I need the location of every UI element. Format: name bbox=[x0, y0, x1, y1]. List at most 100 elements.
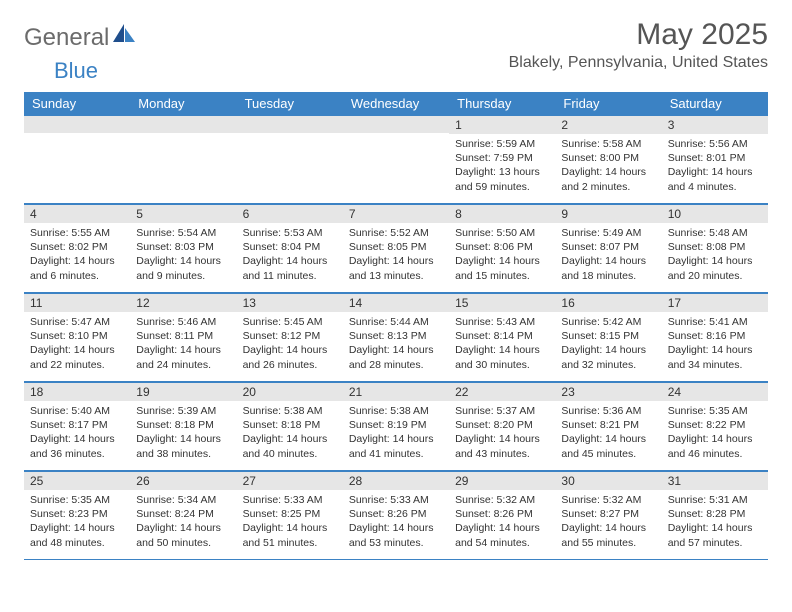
dayhead-thursday: Thursday bbox=[449, 92, 555, 115]
logo-text-blue: Blue bbox=[54, 58, 98, 84]
day-details: Sunrise: 5:38 AMSunset: 8:18 PMDaylight:… bbox=[237, 401, 343, 467]
day-details: Sunrise: 5:53 AMSunset: 8:04 PMDaylight:… bbox=[237, 223, 343, 289]
day-details: Sunrise: 5:41 AMSunset: 8:16 PMDaylight:… bbox=[662, 312, 768, 378]
calendar-cell: 20Sunrise: 5:38 AMSunset: 8:18 PMDayligh… bbox=[237, 382, 343, 470]
day-number: 11 bbox=[24, 293, 130, 312]
day-details: Sunrise: 5:38 AMSunset: 8:19 PMDaylight:… bbox=[343, 401, 449, 467]
day-number: 29 bbox=[449, 471, 555, 490]
day-number: 13 bbox=[237, 293, 343, 312]
day-number: 2 bbox=[555, 115, 661, 134]
daylight-text: Daylight: 14 hours and 48 minutes. bbox=[30, 521, 124, 549]
calendar-cell: 22Sunrise: 5:37 AMSunset: 8:20 PMDayligh… bbox=[449, 382, 555, 470]
day-number bbox=[130, 115, 236, 133]
day-number: 28 bbox=[343, 471, 449, 490]
calendar-cell: 27Sunrise: 5:33 AMSunset: 8:25 PMDayligh… bbox=[237, 471, 343, 559]
calendar-cell bbox=[237, 115, 343, 203]
day-details: Sunrise: 5:35 AMSunset: 8:23 PMDaylight:… bbox=[24, 490, 130, 556]
calendar-header-row: Sunday Monday Tuesday Wednesday Thursday… bbox=[24, 92, 768, 115]
daylight-text: Daylight: 14 hours and 30 minutes. bbox=[455, 343, 549, 371]
day-details: Sunrise: 5:59 AMSunset: 7:59 PMDaylight:… bbox=[449, 134, 555, 200]
sunrise-text: Sunrise: 5:49 AM bbox=[561, 226, 655, 240]
sunrise-text: Sunrise: 5:35 AM bbox=[668, 404, 762, 418]
calendar-cell: 24Sunrise: 5:35 AMSunset: 8:22 PMDayligh… bbox=[662, 382, 768, 470]
sunset-text: Sunset: 8:01 PM bbox=[668, 151, 762, 165]
dayhead-wednesday: Wednesday bbox=[343, 92, 449, 115]
day-number: 15 bbox=[449, 293, 555, 312]
calendar-cell: 25Sunrise: 5:35 AMSunset: 8:23 PMDayligh… bbox=[24, 471, 130, 559]
daylight-text: Daylight: 14 hours and 41 minutes. bbox=[349, 432, 443, 460]
sunset-text: Sunset: 8:25 PM bbox=[243, 507, 337, 521]
day-number: 27 bbox=[237, 471, 343, 490]
sunrise-text: Sunrise: 5:53 AM bbox=[243, 226, 337, 240]
calendar-cell: 26Sunrise: 5:34 AMSunset: 8:24 PMDayligh… bbox=[130, 471, 236, 559]
day-number: 10 bbox=[662, 204, 768, 223]
calendar-cell: 11Sunrise: 5:47 AMSunset: 8:10 PMDayligh… bbox=[24, 293, 130, 381]
daylight-text: Daylight: 14 hours and 40 minutes. bbox=[243, 432, 337, 460]
sunrise-text: Sunrise: 5:32 AM bbox=[561, 493, 655, 507]
daylight-text: Daylight: 14 hours and 43 minutes. bbox=[455, 432, 549, 460]
sunset-text: Sunset: 8:13 PM bbox=[349, 329, 443, 343]
sunrise-text: Sunrise: 5:36 AM bbox=[561, 404, 655, 418]
day-details: Sunrise: 5:49 AMSunset: 8:07 PMDaylight:… bbox=[555, 223, 661, 289]
day-number: 1 bbox=[449, 115, 555, 134]
daylight-text: Daylight: 14 hours and 28 minutes. bbox=[349, 343, 443, 371]
sunrise-text: Sunrise: 5:32 AM bbox=[455, 493, 549, 507]
sunrise-text: Sunrise: 5:56 AM bbox=[668, 137, 762, 151]
sunrise-text: Sunrise: 5:38 AM bbox=[243, 404, 337, 418]
day-number: 26 bbox=[130, 471, 236, 490]
calendar: Sunday Monday Tuesday Wednesday Thursday… bbox=[24, 92, 768, 560]
sunrise-text: Sunrise: 5:54 AM bbox=[136, 226, 230, 240]
sunset-text: Sunset: 8:24 PM bbox=[136, 507, 230, 521]
day-number: 7 bbox=[343, 204, 449, 223]
day-details: Sunrise: 5:31 AMSunset: 8:28 PMDaylight:… bbox=[662, 490, 768, 556]
calendar-cell: 1Sunrise: 5:59 AMSunset: 7:59 PMDaylight… bbox=[449, 115, 555, 203]
sunrise-text: Sunrise: 5:55 AM bbox=[30, 226, 124, 240]
sunrise-text: Sunrise: 5:38 AM bbox=[349, 404, 443, 418]
daylight-text: Daylight: 14 hours and 2 minutes. bbox=[561, 165, 655, 193]
day-details: Sunrise: 5:55 AMSunset: 8:02 PMDaylight:… bbox=[24, 223, 130, 289]
day-details: Sunrise: 5:56 AMSunset: 8:01 PMDaylight:… bbox=[662, 134, 768, 200]
day-number: 21 bbox=[343, 382, 449, 401]
sunrise-text: Sunrise: 5:40 AM bbox=[30, 404, 124, 418]
day-details: Sunrise: 5:45 AMSunset: 8:12 PMDaylight:… bbox=[237, 312, 343, 378]
sunset-text: Sunset: 8:26 PM bbox=[349, 507, 443, 521]
sunset-text: Sunset: 8:14 PM bbox=[455, 329, 549, 343]
calendar-cell: 13Sunrise: 5:45 AMSunset: 8:12 PMDayligh… bbox=[237, 293, 343, 381]
calendar-cell: 14Sunrise: 5:44 AMSunset: 8:13 PMDayligh… bbox=[343, 293, 449, 381]
daylight-text: Daylight: 13 hours and 59 minutes. bbox=[455, 165, 549, 193]
day-number: 20 bbox=[237, 382, 343, 401]
title-block: May 2025 Blakely, Pennsylvania, United S… bbox=[509, 18, 768, 72]
day-details: Sunrise: 5:34 AMSunset: 8:24 PMDaylight:… bbox=[130, 490, 236, 556]
sunrise-text: Sunrise: 5:43 AM bbox=[455, 315, 549, 329]
daylight-text: Daylight: 14 hours and 57 minutes. bbox=[668, 521, 762, 549]
calendar-cell: 31Sunrise: 5:31 AMSunset: 8:28 PMDayligh… bbox=[662, 471, 768, 559]
day-number: 25 bbox=[24, 471, 130, 490]
day-details: Sunrise: 5:48 AMSunset: 8:08 PMDaylight:… bbox=[662, 223, 768, 289]
sunset-text: Sunset: 8:08 PM bbox=[668, 240, 762, 254]
sunset-text: Sunset: 8:22 PM bbox=[668, 418, 762, 432]
dayhead-sunday: Sunday bbox=[24, 92, 130, 115]
day-details: Sunrise: 5:50 AMSunset: 8:06 PMDaylight:… bbox=[449, 223, 555, 289]
sunset-text: Sunset: 8:00 PM bbox=[561, 151, 655, 165]
sunset-text: Sunset: 8:06 PM bbox=[455, 240, 549, 254]
logo-sail-icon bbox=[113, 24, 135, 49]
day-number bbox=[237, 115, 343, 133]
calendar-week: 11Sunrise: 5:47 AMSunset: 8:10 PMDayligh… bbox=[24, 293, 768, 382]
day-details: Sunrise: 5:43 AMSunset: 8:14 PMDaylight:… bbox=[449, 312, 555, 378]
sunset-text: Sunset: 8:02 PM bbox=[30, 240, 124, 254]
sunrise-text: Sunrise: 5:59 AM bbox=[455, 137, 549, 151]
day-details: Sunrise: 5:37 AMSunset: 8:20 PMDaylight:… bbox=[449, 401, 555, 467]
sunset-text: Sunset: 8:18 PM bbox=[136, 418, 230, 432]
logo: General bbox=[24, 24, 137, 52]
sunset-text: Sunset: 8:20 PM bbox=[455, 418, 549, 432]
dayhead-tuesday: Tuesday bbox=[237, 92, 343, 115]
calendar-cell: 17Sunrise: 5:41 AMSunset: 8:16 PMDayligh… bbox=[662, 293, 768, 381]
daylight-text: Daylight: 14 hours and 55 minutes. bbox=[561, 521, 655, 549]
daylight-text: Daylight: 14 hours and 54 minutes. bbox=[455, 521, 549, 549]
daylight-text: Daylight: 14 hours and 9 minutes. bbox=[136, 254, 230, 282]
day-number: 5 bbox=[130, 204, 236, 223]
day-details: Sunrise: 5:33 AMSunset: 8:25 PMDaylight:… bbox=[237, 490, 343, 556]
sunrise-text: Sunrise: 5:35 AM bbox=[30, 493, 124, 507]
daylight-text: Daylight: 14 hours and 18 minutes. bbox=[561, 254, 655, 282]
calendar-cell: 12Sunrise: 5:46 AMSunset: 8:11 PMDayligh… bbox=[130, 293, 236, 381]
